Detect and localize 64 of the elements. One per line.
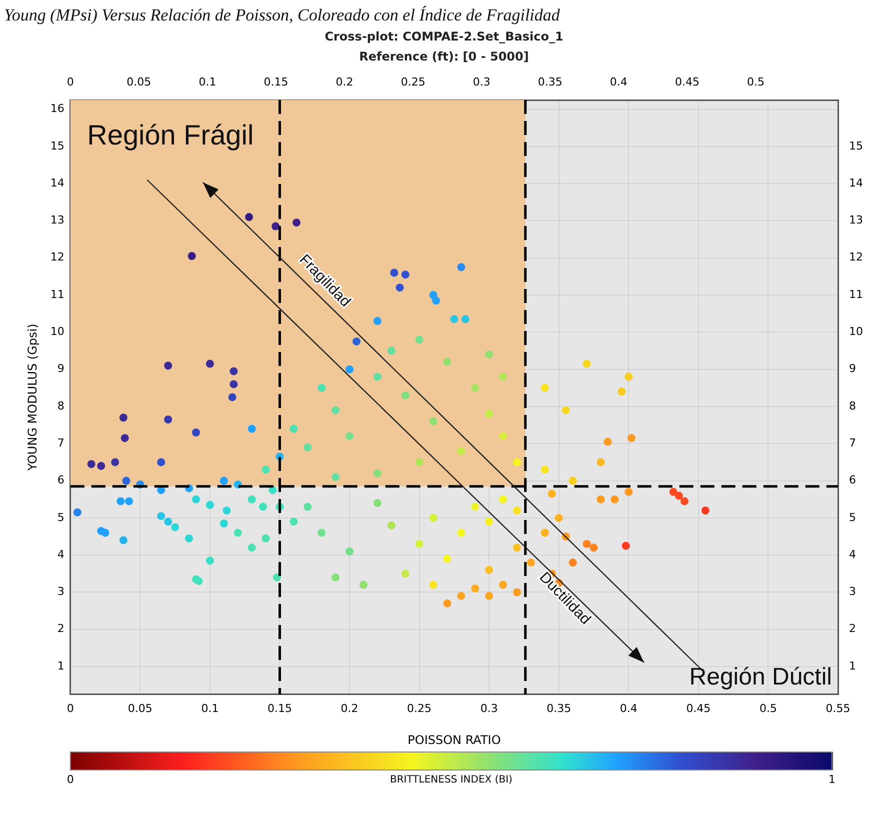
y-tick-label: 13 [50, 214, 64, 227]
y2-tick-label: 8 [849, 399, 856, 412]
x2-tick-label: 0.3 [472, 75, 490, 88]
y2-tick-label: 7 [849, 436, 856, 450]
y-tick-label: 6 [57, 474, 64, 487]
color-bar-label: 0 [66, 772, 74, 786]
x-tick-label: 0.45 [686, 702, 711, 715]
y2-tick-label: 14 [849, 176, 864, 190]
x2-tick-label: 0.15 [264, 75, 288, 88]
x2-tick-label: 0 [66, 75, 74, 88]
color-bar-title: BRITTLENESS INDEX (BI) [390, 774, 513, 786]
x-tick-label: 0.55 [826, 702, 850, 715]
y-tick-label: 5 [57, 510, 64, 524]
y2-tick-label: 13 [849, 214, 864, 227]
y-tick-label: 11 [50, 288, 64, 301]
x2-tick-label: 0.1 [198, 75, 216, 88]
x-tick-label: 0.5 [759, 702, 777, 715]
x-tick-label: 0.35 [546, 702, 572, 715]
y2-tick-label: 2 [849, 622, 856, 636]
y-tick-label: 14 [50, 176, 64, 190]
y-tick-label: 7 [57, 436, 64, 450]
y-tick-label: 2 [57, 622, 64, 636]
chart-subtitle: Reference (ft): [0 - 5000] [359, 50, 529, 64]
x2-tick-label: 0.25 [400, 75, 426, 88]
y2-tick-label: 6 [849, 474, 856, 487]
y2-tick-label: 12 [849, 250, 864, 264]
y2-tick-label: 15 [849, 139, 864, 152]
x-tick-label: 0.15 [267, 702, 292, 715]
y2-tick-label: 11 [849, 288, 864, 301]
x-tick-label: 0.1 [201, 702, 219, 715]
y2-tick-label: 3 [849, 585, 856, 598]
color-bar-label: 1 [828, 772, 836, 786]
y2-tick-label: 9 [849, 362, 856, 376]
x2-tick-label: 0.35 [538, 75, 562, 88]
annotation: Región Frágil [87, 120, 254, 151]
x-tick-label: 0 [66, 702, 74, 715]
y2-tick-label: 5 [849, 510, 856, 524]
chart-title: Cross-plot: COMPAE-2.Set_Basico_1 [324, 29, 564, 44]
x-axis-title: POISSON RATIO [408, 732, 501, 747]
y2-tick-label: 4 [849, 548, 856, 561]
y-tick-label: 16 [50, 102, 64, 116]
y-tick-label: 1 [57, 659, 64, 672]
y-tick-label: 12 [50, 250, 64, 264]
x-tick-label: 0.2 [340, 702, 358, 715]
annotation: Región Dúctil [689, 663, 832, 690]
x-tick-label: 0.25 [407, 702, 432, 715]
x2-tick-label: 0.05 [126, 75, 152, 88]
y-tick-label: 9 [57, 362, 64, 376]
y-tick-label: 4 [57, 548, 64, 561]
y-tick-label: 8 [57, 399, 64, 412]
y2-tick-label: 10 [849, 325, 864, 338]
y-tick-label: 15 [50, 139, 64, 152]
x-tick-label: 0.4 [620, 702, 638, 715]
x2-tick-label: 0.4 [610, 75, 628, 88]
x2-tick-label: 0.5 [747, 75, 765, 88]
y-tick-label: 10 [50, 325, 64, 338]
x2-tick-label: 0.45 [674, 75, 700, 88]
y2-tick-label: 1 [849, 659, 856, 672]
x2-tick-label: 0.2 [336, 75, 354, 88]
y-axis-title: YOUNG MODULUS (Gpsi) [25, 324, 40, 472]
y-tick-label: 3 [57, 585, 64, 598]
x-tick-label: 0.05 [128, 702, 152, 715]
x-tick-label: 0.3 [480, 702, 498, 715]
text: Young (MPsi) Versus Relación de Poisson, Coloreado con el Índice de Fragilidad [4, 5, 560, 24]
